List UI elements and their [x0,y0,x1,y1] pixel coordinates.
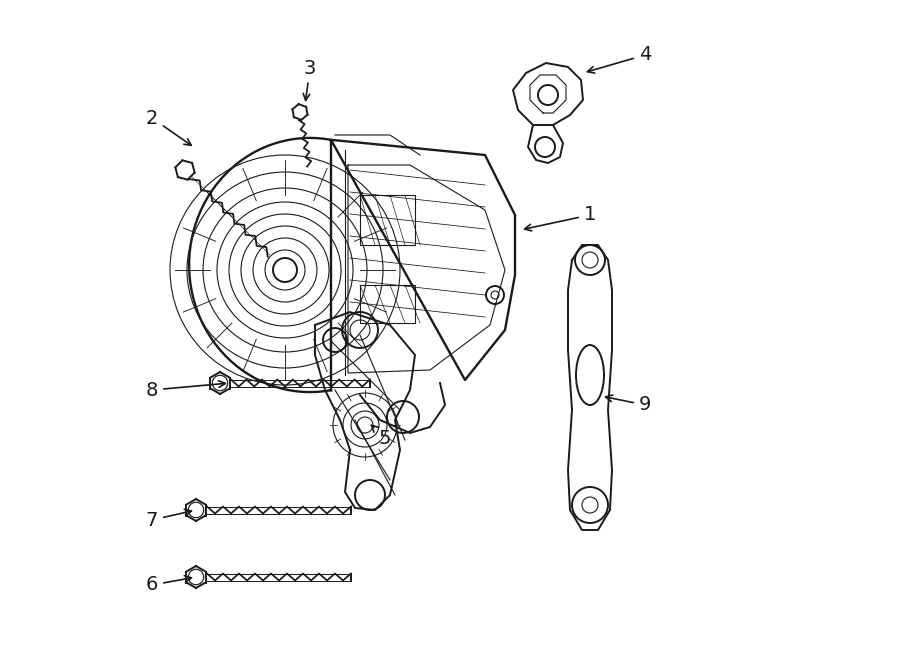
Text: 8: 8 [146,381,225,399]
Text: 2: 2 [146,108,191,145]
Text: 5: 5 [372,425,392,447]
Text: 4: 4 [588,46,652,73]
Text: 7: 7 [146,509,192,529]
Text: 1: 1 [525,206,596,231]
Text: 9: 9 [606,395,652,414]
Text: 3: 3 [303,59,316,100]
Text: 6: 6 [146,576,192,594]
